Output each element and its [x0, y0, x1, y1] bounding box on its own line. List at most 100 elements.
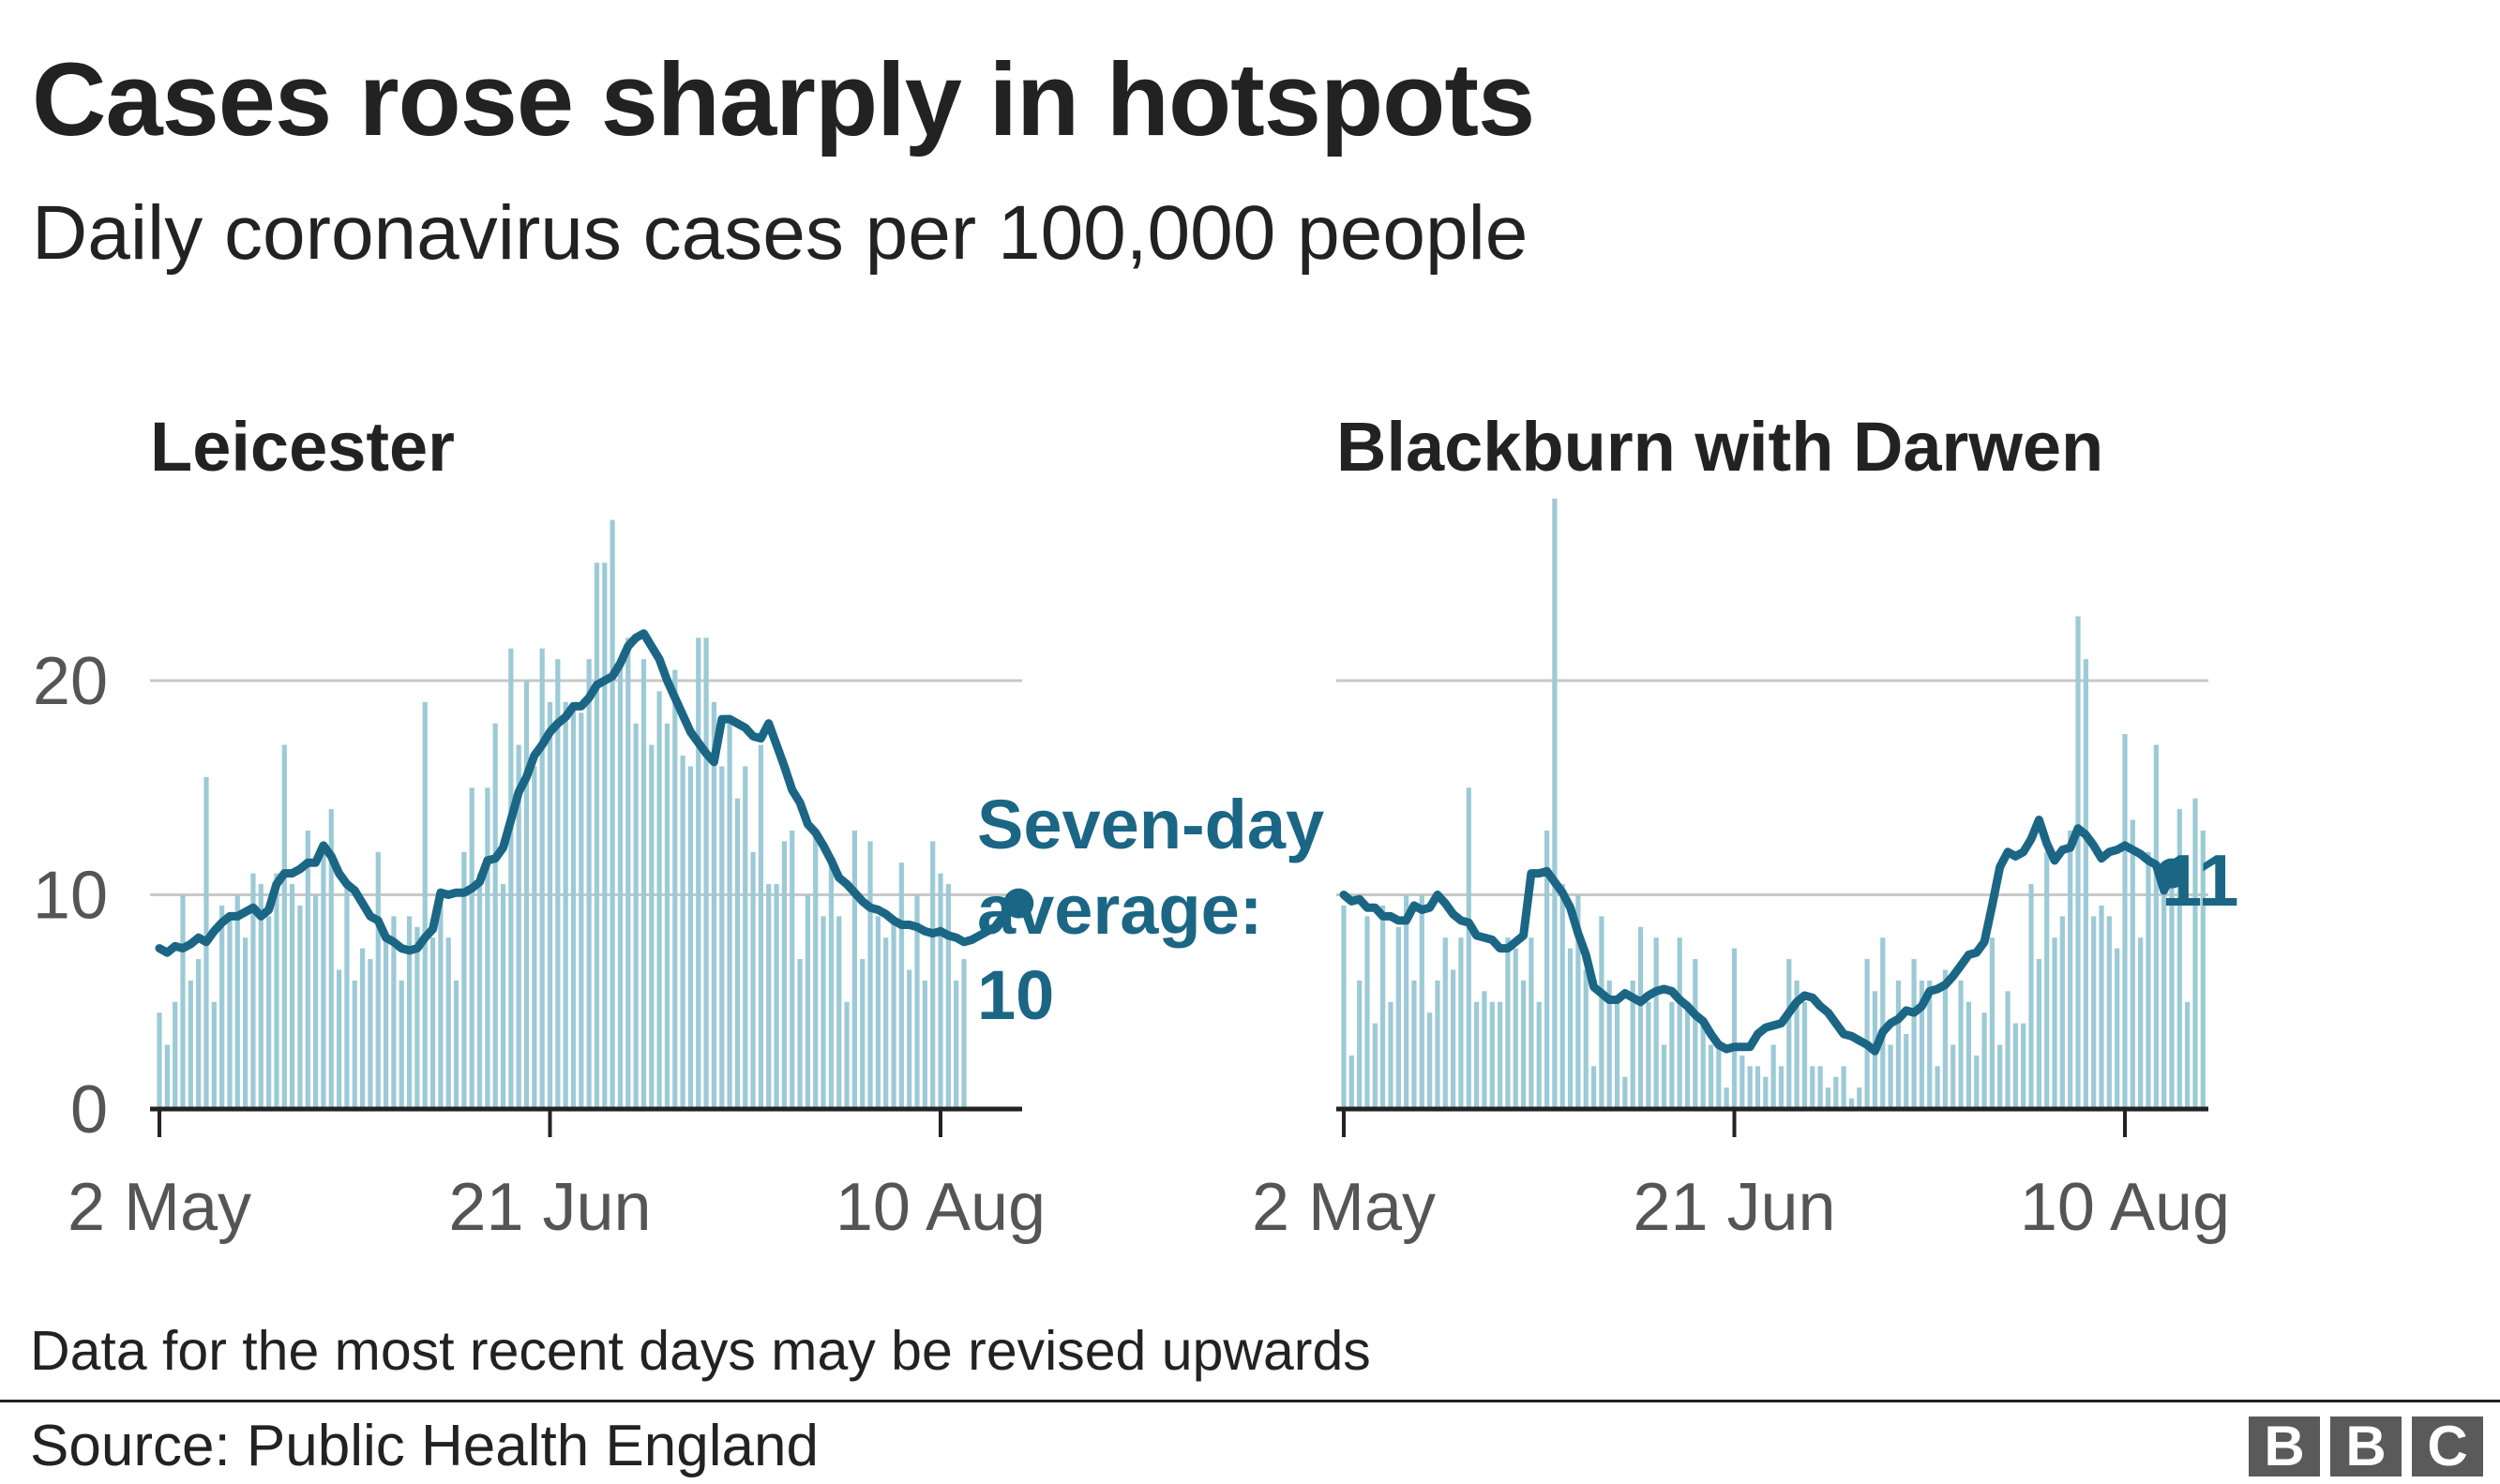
daily-bar — [1981, 1012, 1987, 1109]
daily-bar — [1544, 830, 1550, 1109]
x-tick-label: 21 Jun — [1633, 1170, 1835, 1245]
daily-bar — [1895, 980, 1902, 1109]
daily-bar — [586, 659, 592, 1109]
daily-bar — [1505, 937, 1511, 1109]
daily-bar — [1411, 980, 1417, 1109]
daily-bar — [851, 830, 857, 1109]
daily-bar — [2185, 1001, 2191, 1109]
daily-bar — [1739, 1055, 1745, 1109]
daily-bar — [2083, 659, 2088, 1109]
gridlines — [150, 679, 1022, 896]
daily-bar — [391, 916, 397, 1109]
daily-bar — [1614, 1001, 1620, 1109]
daily-bar — [422, 701, 428, 1109]
y-tick-label: 0 — [70, 1072, 108, 1147]
daily-bar — [1731, 948, 1738, 1109]
daily-bar — [750, 851, 756, 1109]
daily-bar — [2005, 991, 2011, 1109]
daily-bar — [1536, 1001, 1542, 1109]
daily-bars — [157, 519, 967, 1109]
bbc-logo-letter: B — [2330, 1417, 2402, 1477]
daily-bar — [711, 701, 717, 1109]
daily-bar — [1935, 1066, 1940, 1109]
daily-bar — [2091, 916, 2097, 1109]
daily-bar — [954, 980, 959, 1109]
daily-bar — [1552, 498, 1558, 1109]
y-tick-label: 20 — [33, 644, 108, 719]
daily-bar — [703, 637, 709, 1109]
daily-bar — [352, 980, 357, 1109]
daily-bar — [438, 894, 444, 1109]
daily-bar — [1677, 937, 1682, 1109]
daily-bar — [180, 894, 186, 1109]
daily-bar — [805, 894, 810, 1109]
x-tick-label: 2 May — [1252, 1170, 1436, 1245]
daily-bar — [2169, 873, 2175, 1109]
daily-bar — [313, 894, 319, 1109]
daily-bar — [211, 1001, 217, 1109]
daily-bar — [328, 809, 334, 1109]
daily-bar — [1458, 937, 1464, 1109]
daily-bar — [2138, 937, 2144, 1109]
panel-blackburn: Blackburn with Darwen 2 May 21 Jun 10 Aug … — [1252, 408, 2239, 1245]
daily-bar — [1911, 959, 1917, 1109]
daily-bar — [1364, 916, 1370, 1109]
daily-bar — [227, 916, 233, 1109]
daily-bar — [234, 894, 240, 1109]
daily-bar — [1904, 1034, 1909, 1109]
daily-bar — [649, 744, 655, 1109]
daily-bar — [922, 980, 927, 1109]
daily-bar — [1661, 1044, 1667, 1109]
daily-bar — [1513, 948, 1518, 1109]
daily-bar — [1989, 937, 1995, 1109]
daily-bar — [672, 669, 678, 1109]
daily-bar — [1404, 894, 1409, 1109]
daily-bar — [406, 916, 413, 1109]
daily-bar — [1599, 916, 1604, 1109]
daily-bar — [2068, 830, 2073, 1109]
daily-bar — [485, 787, 490, 1109]
x-tick-label: 2 May — [68, 1170, 251, 1245]
daily-bar — [532, 766, 537, 1109]
daily-bar — [157, 1012, 162, 1109]
daily-bar — [1669, 1001, 1675, 1109]
daily-bar — [297, 905, 303, 1109]
daily-bar — [2192, 798, 2198, 1109]
annotation-line-1: Seven-day — [977, 786, 1324, 863]
daily-bar — [2044, 851, 2050, 1109]
daily-bar — [610, 519, 615, 1109]
daily-bar — [188, 980, 193, 1109]
daily-bar — [539, 648, 545, 1109]
daily-bar — [563, 701, 568, 1109]
daily-bar — [1559, 884, 1565, 1109]
daily-bar — [696, 637, 701, 1109]
daily-bar — [469, 787, 474, 1109]
daily-bar — [1950, 1044, 1956, 1109]
daily-bar — [625, 637, 631, 1109]
daily-bar — [938, 873, 943, 1109]
daily-bar — [1801, 1001, 1808, 1109]
daily-bar — [2200, 830, 2206, 1109]
daily-bar — [1520, 980, 1527, 1109]
daily-bar — [1435, 980, 1440, 1109]
daily-bar — [368, 959, 373, 1109]
daily-bar — [2115, 948, 2120, 1109]
daily-bar — [1857, 1087, 1862, 1109]
daily-bar — [164, 1044, 170, 1109]
daily-bar — [1825, 1087, 1831, 1109]
daily-bar — [766, 884, 772, 1109]
source-credit: Source: Public Health England — [30, 1414, 819, 1478]
daily-bar — [2122, 734, 2128, 1109]
daily-bar — [1388, 1001, 1393, 1109]
x-axis — [1336, 1106, 2208, 1137]
daily-bar — [945, 884, 951, 1109]
daily-bar — [774, 884, 779, 1109]
daily-bar — [516, 744, 521, 1109]
daily-bar — [2075, 616, 2081, 1109]
daily-bar — [383, 937, 389, 1109]
daily-bar — [1442, 937, 1448, 1109]
daily-bar — [594, 562, 600, 1109]
daily-bar — [1567, 948, 1574, 1109]
daily-bar — [1747, 1066, 1753, 1109]
daily-bar — [1786, 959, 1792, 1109]
